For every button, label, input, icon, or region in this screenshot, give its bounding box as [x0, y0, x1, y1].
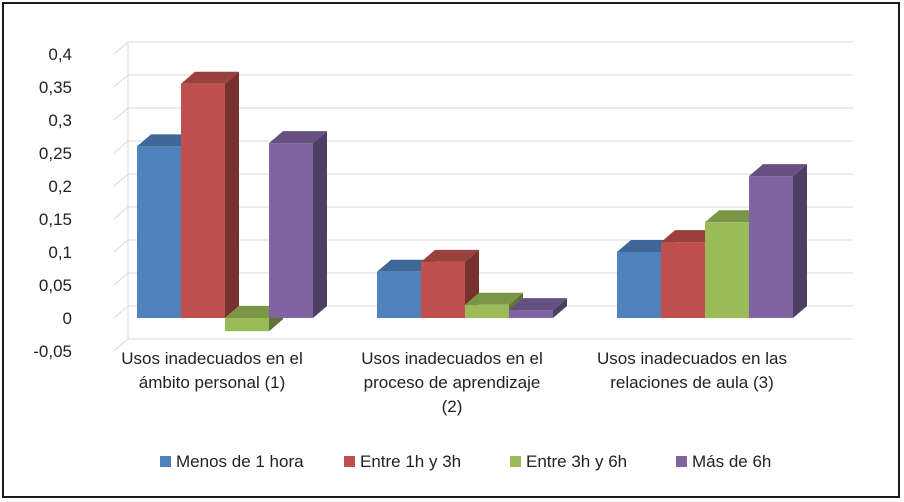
- category-label: Usos inadecuados en las: [597, 349, 787, 368]
- gridline-side: [113, 140, 129, 154]
- legend-item: Menos de 1 hora: [160, 452, 304, 471]
- gridline-side: [113, 338, 129, 352]
- bar-top: [269, 131, 327, 144]
- y-tick-label: 0,1: [48, 243, 72, 262]
- bar: [269, 131, 327, 318]
- bar-top: [749, 164, 807, 177]
- bar-top: [377, 259, 435, 272]
- category-labels: Usos inadecuados en el ámbito personal (1…: [121, 349, 787, 416]
- y-tick-label: 0,05: [39, 276, 72, 295]
- gridline-side: [113, 173, 129, 187]
- bar-front: [225, 318, 269, 332]
- bar-front: [749, 176, 793, 318]
- legend-label: Menos de 1 hora: [176, 452, 304, 471]
- bar-front: [269, 143, 313, 318]
- y-tick-label: 0: [63, 309, 72, 328]
- legend: Menos de 1 hora Entre 1h y 3h Entre 3h y 6…: [160, 452, 771, 471]
- category-label: Usos inadecuados en el: [361, 349, 542, 368]
- gridlines: [113, 41, 853, 352]
- legend-label: Entre 1h y 3h: [360, 452, 461, 471]
- gridline-side: [113, 239, 129, 253]
- bar-front: [617, 252, 661, 318]
- bar-front: [181, 83, 225, 318]
- bar-top: [509, 298, 567, 311]
- bar-side: [553, 298, 567, 318]
- y-tick-label: -0,05: [33, 342, 72, 361]
- legend-label: Entre 3h y 6h: [526, 452, 627, 471]
- bar-top: [225, 306, 283, 318]
- bar: [509, 298, 567, 318]
- category-label: Usos inadecuados en el: [121, 349, 302, 368]
- category-label: (2): [442, 397, 463, 416]
- bar-front: [465, 304, 509, 318]
- legend-swatch: [344, 456, 355, 467]
- y-tick-label: 0,4: [48, 45, 72, 64]
- legend-swatch: [160, 456, 171, 467]
- legend-swatch: [510, 456, 521, 467]
- bar-top: [465, 292, 523, 305]
- legend-item: Entre 3h y 6h: [510, 452, 627, 471]
- bars: [137, 71, 807, 332]
- gridline-side: [113, 107, 129, 121]
- legend-item: Más de 6h: [676, 452, 771, 471]
- bar-top: [617, 240, 675, 252]
- y-tick-label: 0,35: [39, 78, 72, 97]
- bar-top: [421, 249, 479, 262]
- gridline-side: [113, 206, 129, 220]
- bar-side: [793, 164, 807, 318]
- category-label: relaciones de aula (3): [610, 373, 773, 392]
- category-label: ámbito personal (1): [139, 373, 285, 392]
- bar-front: [377, 271, 421, 318]
- y-tick-label: 0,25: [39, 144, 72, 163]
- category-label: proceso de aprendizaje: [364, 373, 541, 392]
- bar-front: [509, 310, 553, 318]
- y-tick-label: 0,3: [48, 111, 72, 130]
- bar: [181, 71, 239, 318]
- bar-front: [661, 242, 705, 318]
- bar-front: [705, 222, 749, 318]
- y-tick-label: 0,2: [48, 177, 72, 196]
- legend-item: Entre 1h y 3h: [344, 452, 461, 471]
- gridline-side: [113, 74, 129, 88]
- gridline-side: [113, 41, 129, 55]
- y-tick-label: 0,15: [39, 210, 72, 229]
- bar-front: [137, 146, 181, 318]
- bar-top: [137, 134, 195, 147]
- bar-top: [661, 230, 719, 243]
- bar-front: [421, 261, 465, 318]
- bar-side: [225, 71, 239, 318]
- bar-side: [313, 131, 327, 318]
- legend-label: Más de 6h: [692, 452, 771, 471]
- bar: [749, 164, 807, 318]
- bar-top: [181, 71, 239, 84]
- y-axis-ticks: 0,4 0,35 0,3 0,25 0,2 0,15 0,1 0,05 0 -0,05: [33, 45, 72, 361]
- bar-top: [705, 210, 763, 223]
- gridline-side: [113, 272, 129, 286]
- gridline-side: [113, 305, 129, 319]
- legend-swatch: [676, 456, 687, 467]
